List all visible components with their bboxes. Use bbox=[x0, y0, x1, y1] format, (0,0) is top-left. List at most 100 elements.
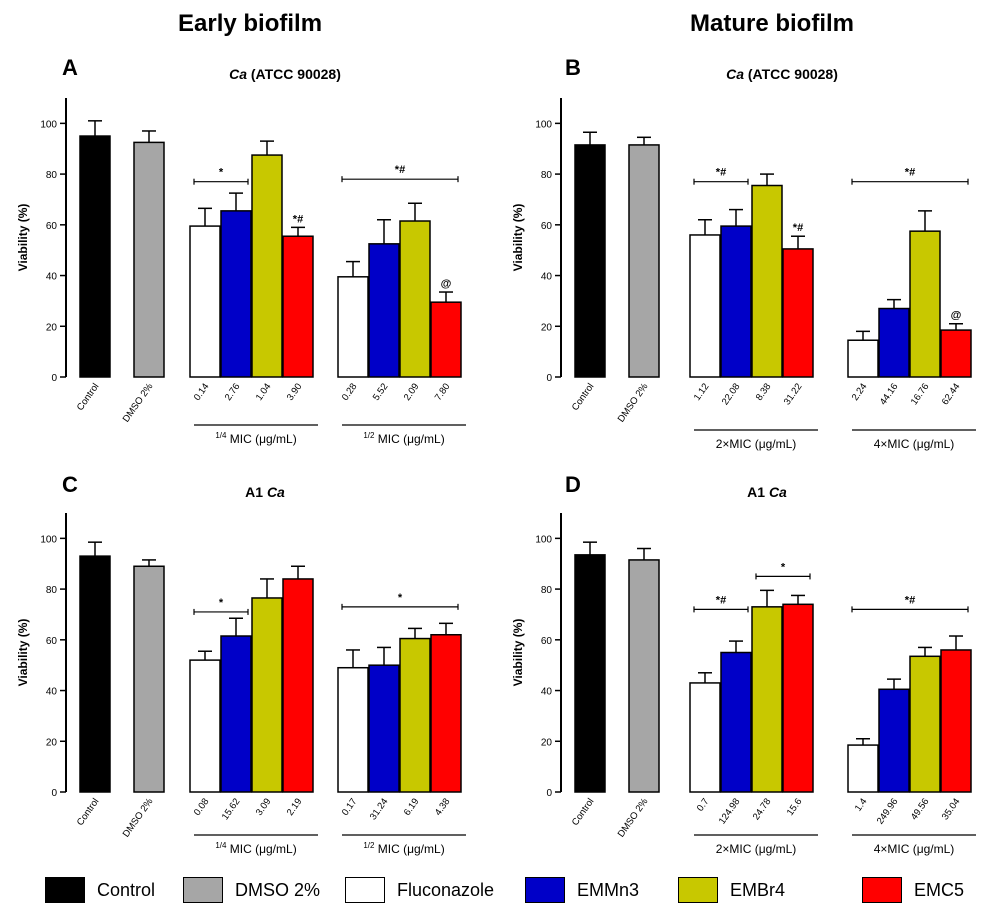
legend-label: EMBr4 bbox=[730, 879, 786, 900]
y-tick-label: 20 bbox=[46, 737, 58, 748]
bar-embr4 bbox=[399, 637, 431, 793]
group-label: 1/4 MIC (μg/mL) bbox=[215, 841, 296, 856]
x-tick-label: 49.56 bbox=[909, 796, 932, 822]
x-tick-label: 2.24 bbox=[850, 381, 870, 402]
x-tick-label: 0.28 bbox=[340, 381, 360, 402]
legend-swatch bbox=[45, 877, 85, 903]
legend-label: DMSO 2% bbox=[235, 879, 321, 900]
chart-panel-b: 0 20 40 60 80 100 Viability (%) Control DMSO 2% 1… bbox=[511, 98, 976, 451]
bar-emc5 bbox=[282, 578, 314, 793]
bar-fluconazole bbox=[189, 659, 221, 793]
legend-label: EMMn3 bbox=[577, 879, 640, 900]
x-tick-label: Control bbox=[75, 381, 102, 412]
x-tick-label: 3.90 bbox=[285, 381, 305, 402]
bar-embr4 bbox=[251, 597, 283, 793]
x-tick-label: DMSO 2% bbox=[121, 796, 156, 840]
x-tick-label: Control bbox=[570, 796, 597, 827]
y-tick-label: 100 bbox=[40, 534, 57, 545]
significance-label: * bbox=[398, 592, 403, 604]
legend-item-fluconazole: Fluconazole bbox=[345, 875, 494, 905]
y-tick-label: 0 bbox=[51, 373, 57, 384]
bar-dmso bbox=[628, 144, 660, 378]
legend-item-control: Control bbox=[45, 875, 155, 905]
bar-emmn3 bbox=[720, 225, 752, 378]
bar-emmn3 bbox=[720, 651, 752, 793]
group-label: 2×MIC (μg/mL) bbox=[716, 842, 797, 856]
group-label: 1/2 MIC (μg/mL) bbox=[363, 841, 444, 856]
y-tick-label: 20 bbox=[46, 322, 58, 333]
legend-swatch bbox=[183, 877, 223, 903]
panel-title-c: A1 Ca bbox=[245, 484, 285, 500]
x-tick-label: 16.76 bbox=[909, 381, 932, 407]
bar-emc5 bbox=[282, 235, 314, 378]
y-tick-label: 60 bbox=[541, 636, 553, 647]
panel-letter-a: A bbox=[62, 55, 78, 80]
bar-emmn3 bbox=[878, 688, 910, 793]
y-tick-label: 20 bbox=[541, 322, 553, 333]
chart-panel-a: 0 20 40 60 80 100 Viability (%) Control DMSO 2% 0… bbox=[16, 98, 466, 446]
significance-label: *# bbox=[716, 594, 726, 606]
legend-item-emc5: EMC5 bbox=[862, 875, 964, 905]
bar-fluconazole bbox=[847, 744, 879, 793]
group-label: 1/2 MIC (μg/mL) bbox=[363, 431, 444, 446]
bar-control bbox=[574, 554, 606, 793]
significance-label: * bbox=[219, 597, 224, 609]
panel-title-b: Ca (ATCC 90028) bbox=[726, 66, 838, 82]
x-tick-label: 249.96 bbox=[875, 796, 901, 826]
x-tick-label: 31.24 bbox=[368, 796, 391, 822]
legend-item-dmso: DMSO 2% bbox=[183, 875, 320, 905]
y-axis-label: Viability (%) bbox=[511, 619, 525, 687]
y-tick-label: 100 bbox=[40, 119, 57, 130]
x-tick-label: 62.44 bbox=[940, 381, 963, 407]
x-tick-label: 5.52 bbox=[371, 381, 391, 402]
y-tick-label: 60 bbox=[541, 221, 553, 232]
bar-embr4 bbox=[909, 655, 941, 793]
x-tick-label: 0.7 bbox=[695, 796, 712, 813]
significance-label: * bbox=[219, 167, 224, 179]
significance-label: *# bbox=[293, 213, 303, 225]
significance-label: *# bbox=[793, 222, 803, 234]
bar-dmso bbox=[133, 141, 165, 378]
bar-embr4 bbox=[751, 184, 783, 378]
significance-label: * bbox=[781, 561, 786, 573]
legend-item-emmn3: EMMn3 bbox=[525, 875, 639, 905]
y-tick-label: 40 bbox=[46, 272, 58, 283]
y-tick-label: 40 bbox=[541, 272, 553, 283]
group-label-text: MIC (μg/mL) bbox=[374, 432, 444, 446]
x-tick-label: 35.04 bbox=[940, 796, 963, 822]
x-tick-label: 4.38 bbox=[433, 796, 453, 817]
bar-control bbox=[574, 144, 606, 378]
bar-fluconazole bbox=[337, 666, 369, 793]
y-axis-label: Viability (%) bbox=[16, 619, 30, 687]
x-tick-label: 1.04 bbox=[254, 381, 274, 402]
significance-label: *# bbox=[905, 167, 915, 179]
y-tick-label: 80 bbox=[541, 585, 553, 596]
x-tick-label: 6.19 bbox=[402, 796, 422, 817]
early-biofilm-title: Early biofilm bbox=[178, 10, 323, 37]
panel-letter-b: B bbox=[565, 55, 581, 80]
bar-emc5 bbox=[782, 248, 814, 378]
y-tick-label: 0 bbox=[51, 788, 57, 799]
legend-label: Control bbox=[97, 879, 156, 900]
x-tick-label: DMSO 2% bbox=[616, 796, 651, 840]
bar-emmn3 bbox=[368, 664, 400, 793]
y-tick-label: 40 bbox=[46, 687, 58, 698]
group-label: 4×MIC (μg/mL) bbox=[874, 842, 955, 856]
significance-label: *# bbox=[905, 594, 915, 606]
y-tick-label: 40 bbox=[541, 687, 553, 698]
significance-label: @ bbox=[951, 310, 962, 322]
group-label: 1/4 MIC (μg/mL) bbox=[215, 431, 296, 446]
x-tick-label: 1.12 bbox=[692, 381, 712, 402]
bar-fluconazole bbox=[689, 234, 721, 378]
y-tick-label: 0 bbox=[546, 788, 552, 799]
bar-embr4 bbox=[399, 220, 431, 378]
group-label: 2×MIC (μg/mL) bbox=[716, 437, 797, 451]
x-tick-label: 22.08 bbox=[720, 381, 743, 407]
bar-embr4 bbox=[251, 154, 283, 378]
bar-emc5 bbox=[430, 301, 462, 378]
bar-emc5 bbox=[782, 603, 814, 793]
x-tick-label: 8.38 bbox=[754, 381, 774, 402]
x-tick-label: DMSO 2% bbox=[616, 381, 651, 425]
y-tick-label: 60 bbox=[46, 221, 58, 232]
y-tick-label: 80 bbox=[46, 585, 58, 596]
